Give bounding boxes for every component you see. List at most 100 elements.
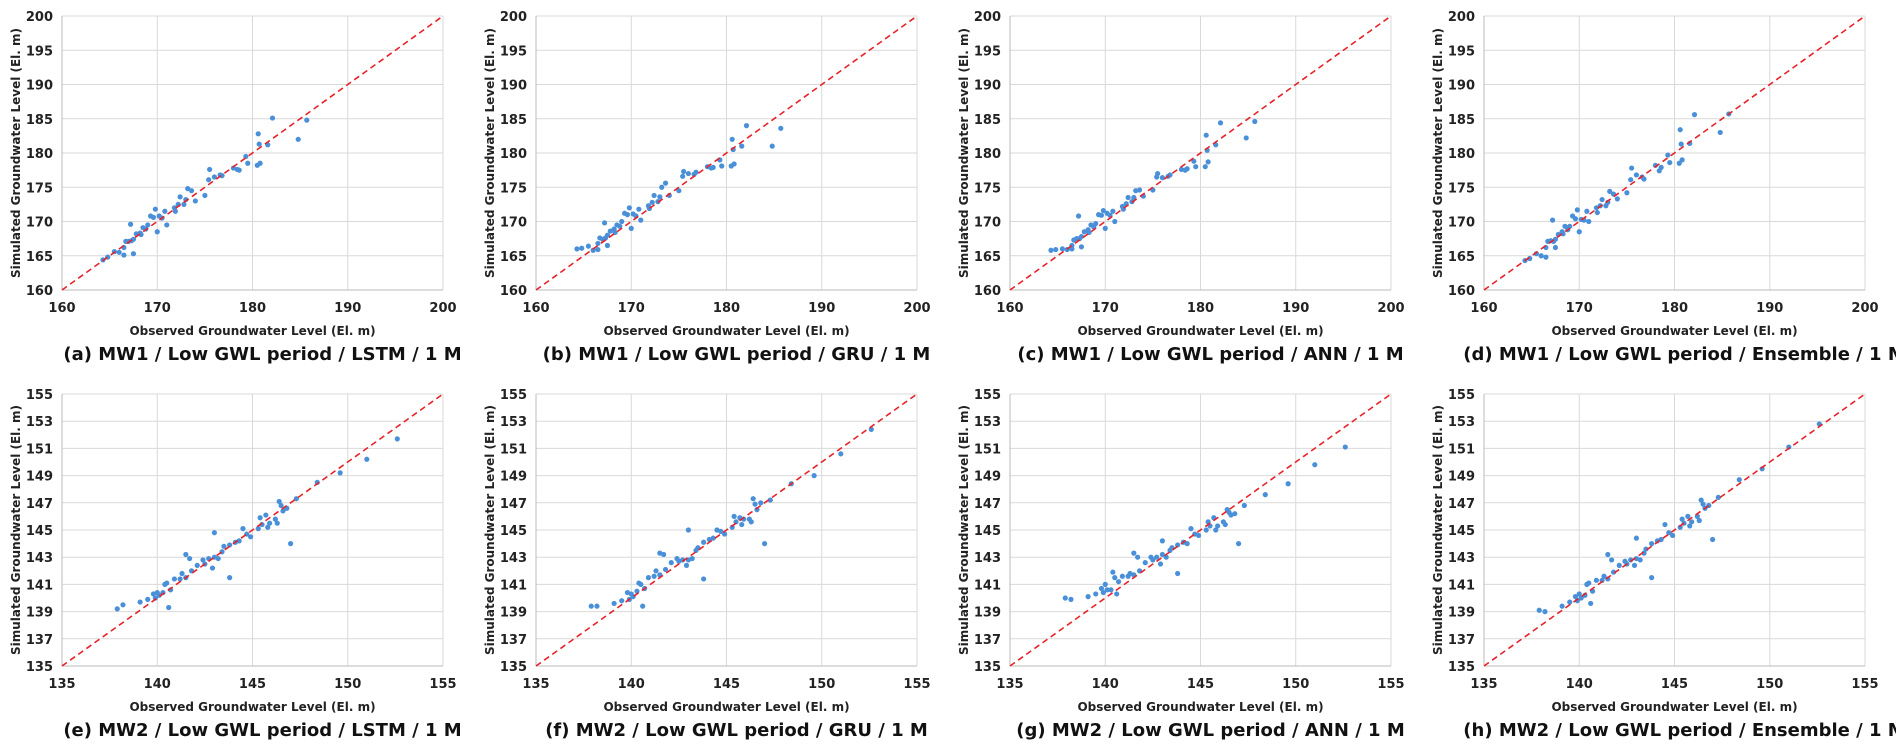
x-tick-label: 155	[1851, 677, 1878, 692]
x-tick-label: 150	[808, 677, 835, 692]
data-point	[611, 600, 617, 607]
y-tick-label: 135	[500, 660, 527, 675]
one-to-one-line	[535, 15, 918, 291]
data-point	[1236, 541, 1242, 547]
data-point	[1098, 212, 1105, 218]
data-point	[710, 164, 716, 170]
data-point	[617, 223, 623, 229]
y-tick-label: 180	[974, 147, 1001, 162]
y-tick-label: 170	[500, 216, 527, 231]
data-point	[1679, 516, 1685, 522]
y-tick-label: 143	[974, 551, 1001, 566]
data-point	[579, 245, 585, 251]
y-tick-label: 145	[26, 524, 53, 539]
data-point	[676, 188, 682, 194]
data-point	[187, 555, 193, 562]
data-point	[1069, 246, 1075, 252]
y-tick-label: 170	[26, 216, 53, 231]
data-point	[1667, 159, 1673, 166]
y-axis-title: Simulated Groundwater Level (El. m)	[1431, 28, 1445, 278]
data-point	[1159, 175, 1165, 181]
data-point	[207, 166, 213, 173]
data-point	[585, 243, 591, 249]
data-point	[594, 603, 600, 609]
data-point	[1559, 603, 1565, 609]
data-point	[769, 143, 775, 149]
data-point	[619, 218, 625, 225]
x-tick-label: 145	[1187, 677, 1214, 692]
data-point	[604, 242, 611, 249]
y-axis-title: Simulated Groundwater Level (El. m)	[483, 28, 497, 278]
data-point	[733, 519, 739, 525]
y-tick-label: 145	[1448, 524, 1475, 539]
data-point	[604, 232, 611, 238]
data-point	[1098, 585, 1105, 592]
data-point	[1567, 599, 1573, 605]
y-tick-label: 147	[1448, 497, 1475, 512]
data-point	[263, 512, 269, 518]
data-point	[245, 160, 251, 166]
x-axis-title: Observed Groundwater Level (El. m)	[603, 700, 849, 714]
data-point	[240, 526, 246, 532]
data-point	[1552, 236, 1559, 242]
scatter-chart: 160 165 170 175 180 185 190 195 200 160 170 180 190 2…	[957, 10, 1405, 365]
x-tick-label: 145	[239, 677, 266, 692]
x-axis-title: Observed Groundwater Level (El. m)	[1551, 324, 1797, 338]
data-point	[683, 562, 690, 568]
data-point	[227, 575, 233, 581]
data-point	[114, 606, 120, 612]
data-point	[731, 513, 737, 519]
data-point	[1155, 170, 1161, 177]
data-point	[1631, 562, 1638, 568]
data-point	[574, 246, 580, 252]
x-tick-label: 200	[429, 301, 456, 316]
data-point	[211, 530, 217, 536]
scatter-chart: 135 137 139 141 143 145 147 149 151 153 155 135 140 1…	[957, 388, 1405, 741]
data-point	[1252, 118, 1258, 125]
x-tick-label: 135	[522, 677, 549, 692]
data-point	[1649, 575, 1655, 581]
data-point	[221, 543, 227, 549]
data-point	[116, 249, 122, 255]
data-point	[1586, 580, 1592, 586]
data-point	[1687, 523, 1693, 529]
data-point	[1698, 497, 1704, 503]
data-point	[130, 251, 137, 257]
x-tick-label: 180	[1187, 301, 1214, 316]
data-point	[1191, 158, 1197, 164]
y-tick-label: 141	[974, 578, 1001, 593]
data-point	[166, 604, 172, 611]
data-point	[177, 194, 183, 200]
data-point	[1119, 573, 1125, 579]
data-point	[211, 174, 217, 180]
data-point	[1114, 591, 1120, 597]
x-tick-label: 135	[1470, 677, 1497, 692]
data-point	[1217, 120, 1224, 126]
x-tick-label: 145	[1661, 677, 1688, 692]
scatter-chart: 160 165 170 175 180 185 190 195 200 160 170 180 190 2…	[483, 10, 931, 365]
x-axis-title: Observed Groundwater Level (El. m)	[603, 324, 849, 338]
data-point	[1628, 177, 1634, 183]
y-tick-label: 185	[1448, 113, 1475, 128]
x-tick-label: 160	[48, 301, 75, 316]
x-tick-label: 160	[522, 301, 549, 316]
y-tick-label: 135	[26, 660, 53, 675]
data-point	[1605, 551, 1611, 558]
data-point	[1616, 562, 1622, 568]
data-point	[649, 199, 655, 205]
one-to-one-line	[61, 15, 444, 291]
data-point	[1205, 159, 1211, 165]
data-point	[1159, 538, 1165, 544]
data-point	[653, 568, 659, 574]
y-tick-label: 141	[500, 578, 527, 593]
data-point	[1342, 444, 1348, 450]
y-tick-label: 147	[500, 497, 527, 512]
data-point	[588, 603, 594, 609]
data-point	[1679, 157, 1685, 163]
data-point	[607, 228, 613, 234]
scatter-panel: 135 137 139 141 143 145 147 149 151 153 155 135 140 1…	[1422, 372, 1896, 745]
data-point	[257, 160, 263, 166]
one-to-one-line	[535, 393, 918, 667]
x-tick-label: 180	[713, 301, 740, 316]
data-point	[293, 496, 299, 502]
